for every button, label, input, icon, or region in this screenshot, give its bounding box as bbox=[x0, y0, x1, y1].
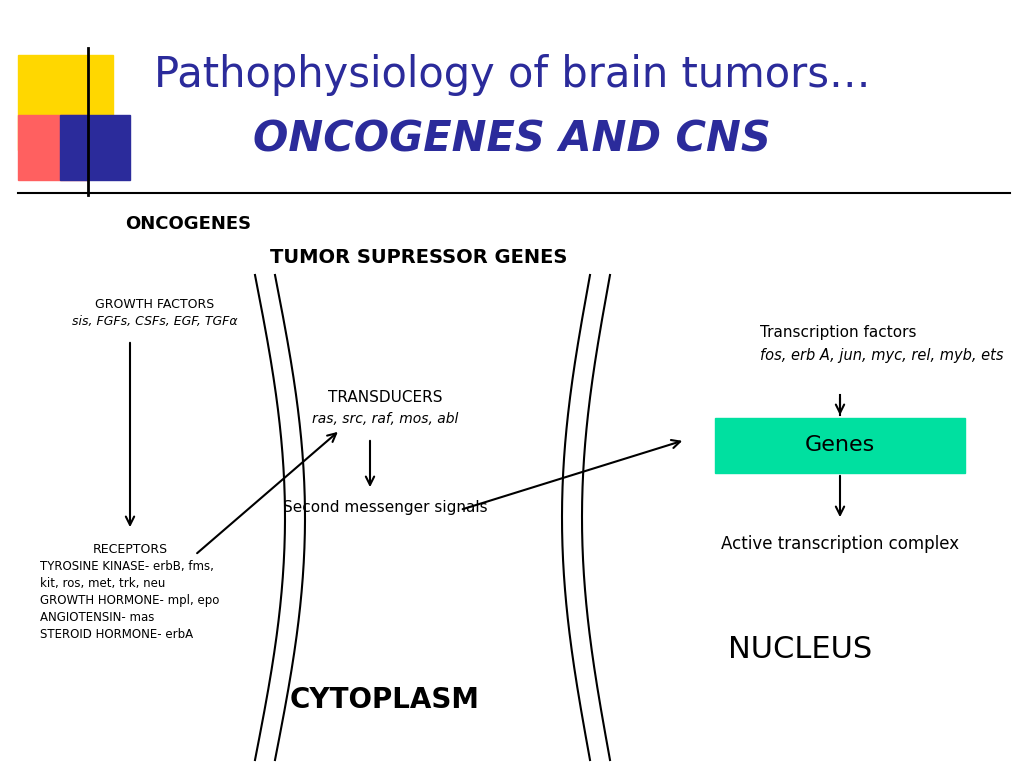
Text: NUCLEUS: NUCLEUS bbox=[728, 635, 872, 664]
Text: TYROSINE KINASE- erbB, fms,
kit, ros, met, trk, neu
GROWTH HORMONE- mpl, epo
ANG: TYROSINE KINASE- erbB, fms, kit, ros, me… bbox=[40, 560, 220, 641]
Text: Active transcription complex: Active transcription complex bbox=[721, 535, 959, 553]
Text: Second messenger signals: Second messenger signals bbox=[283, 500, 487, 515]
Text: TRANSDUCERS: TRANSDUCERS bbox=[328, 390, 442, 405]
Bar bbox=[18, 55, 113, 150]
Bar bbox=[715, 418, 965, 473]
Bar bbox=[18, 115, 88, 180]
Text: Genes: Genes bbox=[805, 435, 876, 455]
Text: Transcription factors: Transcription factors bbox=[760, 325, 916, 340]
Text: TUMOR SUPRESSOR GENES: TUMOR SUPRESSOR GENES bbox=[270, 248, 567, 267]
Text: GROWTH FACTORS: GROWTH FACTORS bbox=[95, 298, 215, 311]
Text: ONCOGENES: ONCOGENES bbox=[125, 215, 251, 233]
Bar bbox=[60, 115, 130, 180]
Text: RECEPTORS: RECEPTORS bbox=[92, 543, 168, 556]
Text: fos, erb A, jun, myc, rel, myb, ets: fos, erb A, jun, myc, rel, myb, ets bbox=[760, 348, 1004, 363]
Text: ras, src, raf, mos, abl: ras, src, raf, mos, abl bbox=[312, 412, 458, 426]
Text: ONCOGENES AND CNS: ONCOGENES AND CNS bbox=[253, 119, 771, 161]
Text: Pathophysiology of brain tumors…: Pathophysiology of brain tumors… bbox=[154, 54, 870, 96]
Text: CYTOPLASM: CYTOPLASM bbox=[290, 686, 480, 714]
Text: sis, FGFs, CSFs, EGF, TGFα: sis, FGFs, CSFs, EGF, TGFα bbox=[72, 315, 238, 328]
